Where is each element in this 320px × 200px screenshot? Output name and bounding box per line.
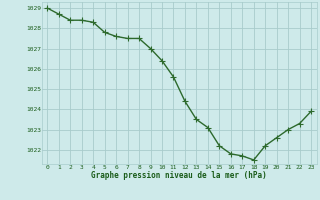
X-axis label: Graphe pression niveau de la mer (hPa): Graphe pression niveau de la mer (hPa) xyxy=(91,171,267,180)
